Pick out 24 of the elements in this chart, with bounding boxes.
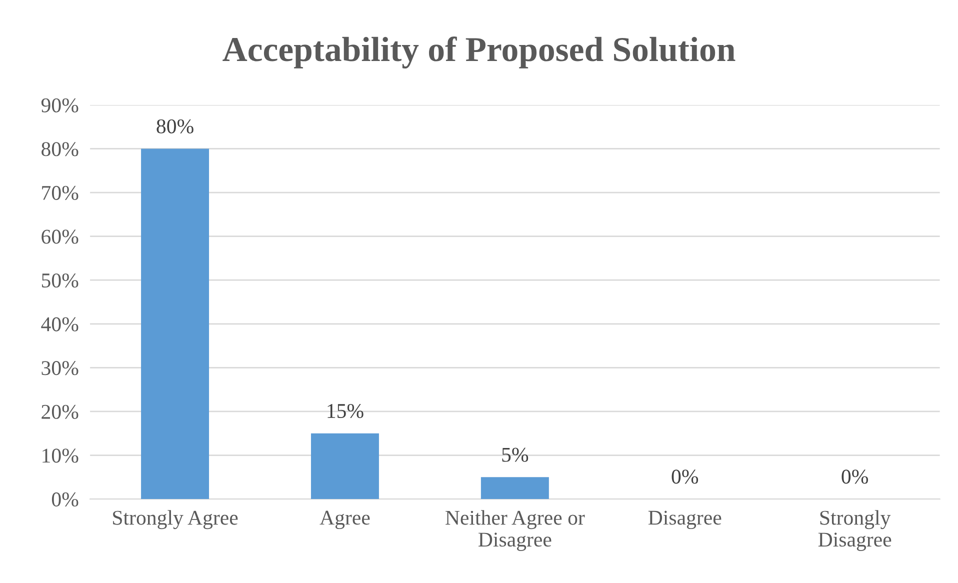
bar (310, 433, 379, 500)
bar (480, 477, 549, 500)
y-tick-label: 70% (42, 186, 78, 200)
y-tick-label: 50% (42, 273, 78, 288)
x-tick-label: Disagree (648, 510, 722, 530)
chart-title: Acceptability of Proposed Solution (222, 36, 736, 68)
y-tick-label: 40% (41, 317, 78, 332)
x-tick-label: Neither Agree or Disagree (446, 510, 585, 551)
x-tick-label: Strongly Disagree (818, 510, 892, 551)
y-tick-label: 0% (52, 492, 78, 507)
data-label: 80% (156, 119, 194, 134)
y-tick-label: 60% (42, 230, 78, 244)
y-tick-label: 20% (42, 404, 78, 419)
data-label: 15% (328, 404, 364, 418)
x-tick-label: Agree (320, 510, 370, 530)
y-tick-label: 90% (41, 98, 78, 112)
bar (141, 148, 210, 500)
y-tick-label: 10% (42, 448, 78, 463)
y-tick-label: 80% (42, 142, 78, 156)
data-label: 0% (842, 470, 868, 484)
x-tick-label: Strongly Agree (113, 510, 238, 530)
data-label: 0% (672, 470, 698, 484)
data-label: 5% (502, 448, 528, 462)
y-tick-label: 30% (42, 361, 78, 376)
